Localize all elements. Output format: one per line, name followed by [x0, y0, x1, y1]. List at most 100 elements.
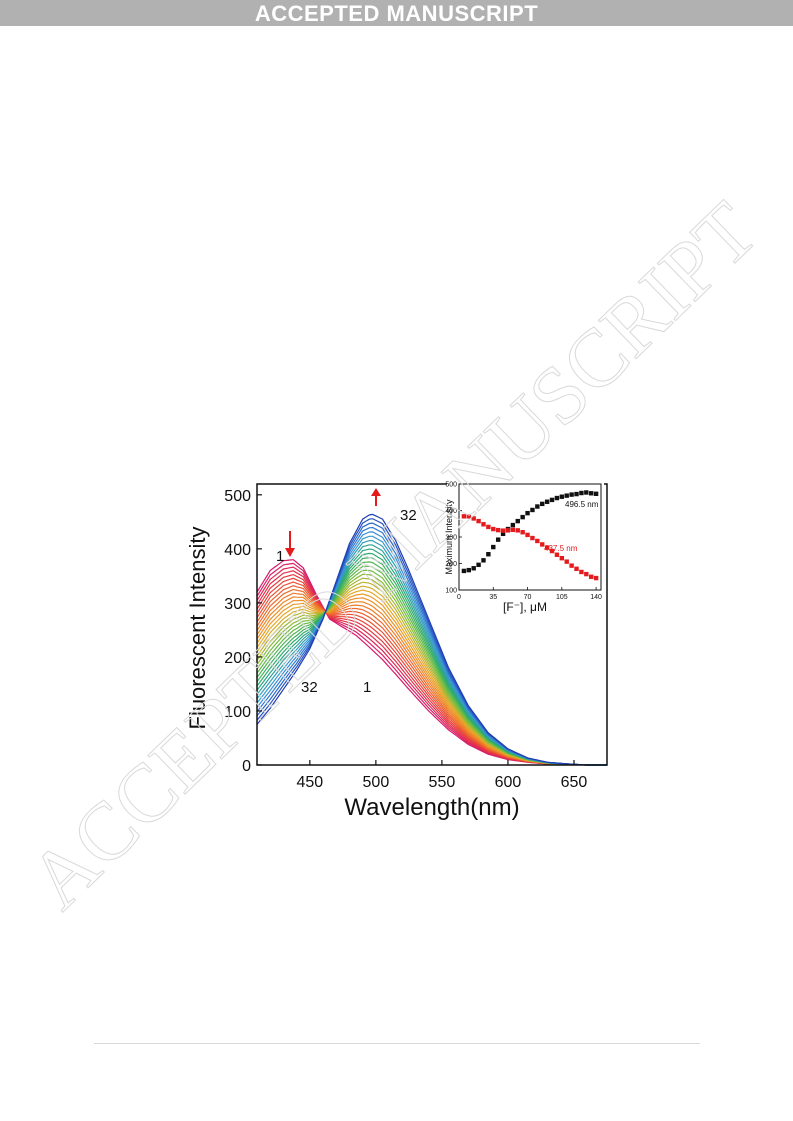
- point-437-5-nm: [549, 548, 555, 554]
- point-496-5-nm: [471, 566, 476, 571]
- spectrum-curve: [256, 585, 607, 766]
- point-437-5-nm: [515, 528, 520, 533]
- point-437-5-nm: [554, 552, 560, 557]
- point-437-5-nm: [530, 535, 535, 541]
- point-437-5-nm: [559, 556, 565, 561]
- point-437-5-nm: [461, 514, 467, 519]
- point-496-5-nm: [461, 568, 467, 574]
- point-437-5-nm: [491, 526, 496, 532]
- y-tick-label: 300: [224, 596, 251, 613]
- inset-points: [461, 490, 599, 581]
- point-496-5-nm: [589, 491, 594, 496]
- curve-label-1-bottom: 1: [363, 679, 371, 696]
- inset-chart: 0 35 70 105 140 100 200 300 400 500 [F⁻], μM Max…: [444, 481, 604, 614]
- point-496-5-nm: [510, 522, 516, 528]
- main-x-ticks: 450 500 550 600 650: [296, 760, 587, 791]
- down-arrow-icon: [285, 531, 295, 557]
- accepted-manuscript-banner: ACCEPTED MANUSCRIPT: [0, 0, 793, 26]
- point-437-5-nm: [510, 527, 516, 533]
- point-496-5-nm: [559, 494, 565, 499]
- point-437-5-nm: [476, 518, 481, 524]
- point-496-5-nm: [525, 510, 530, 516]
- point-437-5-nm: [579, 569, 584, 575]
- x-tick-label: 600: [495, 774, 522, 791]
- point-496-5-nm: [481, 558, 486, 563]
- point-437-5-nm: [500, 528, 506, 533]
- inset-legend-496: 496.5 nm: [565, 500, 599, 509]
- point-496-5-nm: [476, 562, 481, 568]
- point-496-5-nm: [574, 491, 579, 497]
- point-496-5-nm: [540, 501, 545, 507]
- point-437-5-nm: [525, 532, 530, 538]
- point-496-5-nm: [466, 567, 471, 573]
- y-tick-label: 400: [224, 542, 251, 559]
- inset-legend-437: 437.5 nm: [544, 544, 578, 553]
- point-496-5-nm: [515, 518, 520, 524]
- main-plot-frame: [256, 483, 608, 766]
- y-tick-label: 100: [224, 704, 251, 721]
- point-496-5-nm: [486, 552, 491, 557]
- point-437-5-nm: [466, 514, 471, 519]
- point-437-5-nm: [564, 559, 569, 564]
- point-496-5-nm: [500, 531, 506, 537]
- point-496-5-nm: [535, 504, 540, 509]
- point-437-5-nm: [574, 566, 579, 571]
- point-437-5-nm: [540, 542, 545, 547]
- inset-x-ticks: 0 35 70 105 140: [457, 587, 602, 601]
- point-437-5-nm: [495, 527, 501, 533]
- point-437-5-nm: [481, 522, 486, 527]
- y-tick-label: 200: [224, 650, 251, 667]
- point-496-5-nm: [520, 514, 525, 520]
- x-axis-label: Wavelength(nm): [344, 794, 519, 821]
- point-496-5-nm: [579, 490, 584, 496]
- point-437-5-nm: [589, 574, 594, 579]
- inset-y-tick-label: 300: [445, 535, 457, 542]
- x-tick-label: 650: [561, 774, 588, 791]
- x-tick-label: 550: [429, 774, 456, 791]
- inset-x-axis-label: [F⁻], μM: [503, 600, 547, 614]
- point-437-5-nm: [584, 571, 589, 577]
- inset-x-tick-label: 70: [524, 594, 532, 601]
- curve-label-32-top: 32: [400, 507, 417, 524]
- inset-y-axis-label: Maximum Intensity: [444, 499, 454, 575]
- point-496-5-nm: [530, 507, 535, 513]
- curve-label-1-top: 1: [276, 548, 284, 565]
- inset-y-ticks: 100 200 300 400 500: [445, 482, 462, 595]
- y-tick-label: 500: [224, 488, 251, 505]
- point-496-5-nm: [549, 497, 555, 503]
- point-437-5-nm: [520, 530, 525, 535]
- point-437-5-nm: [486, 524, 491, 530]
- point-496-5-nm: [564, 493, 569, 498]
- point-496-5-nm: [554, 495, 560, 501]
- inset-y-tick-label: 100: [445, 588, 457, 595]
- inset-y-tick-label: 200: [445, 561, 457, 568]
- point-496-5-nm: [569, 492, 574, 497]
- point-496-5-nm: [584, 490, 589, 495]
- inset-y-tick-label: 400: [445, 508, 457, 515]
- point-437-5-nm: [471, 516, 476, 521]
- point-496-5-nm: [544, 499, 550, 504]
- point-437-5-nm: [505, 528, 511, 533]
- point-437-5-nm: [535, 538, 540, 544]
- point-496-5-nm: [491, 544, 496, 550]
- inset-x-tick-label: 0: [457, 594, 461, 601]
- inset-x-tick-label: 35: [489, 594, 497, 601]
- inset-x-tick-label: 140: [590, 594, 602, 601]
- point-437-5-nm: [593, 575, 599, 581]
- point-496-5-nm: [495, 537, 501, 542]
- x-tick-label: 500: [363, 774, 390, 791]
- spectrum-curves: [256, 513, 607, 766]
- x-tick-label: 450: [296, 774, 323, 791]
- point-437-5-nm: [544, 545, 550, 550]
- main-y-ticks: 0 100 200 300 400 500: [224, 488, 262, 775]
- y-tick-label: 0: [242, 758, 251, 775]
- y-axis-label: Fluorescent Intensity: [185, 527, 210, 730]
- point-437-5-nm: [569, 563, 574, 568]
- curve-label-32-bottom: 32: [301, 679, 318, 696]
- spectrum-curve: [256, 513, 607, 766]
- inset-y-tick-label: 500: [445, 482, 457, 489]
- inset-x-tick-label: 105: [556, 594, 568, 601]
- footer-rule: [94, 1043, 700, 1044]
